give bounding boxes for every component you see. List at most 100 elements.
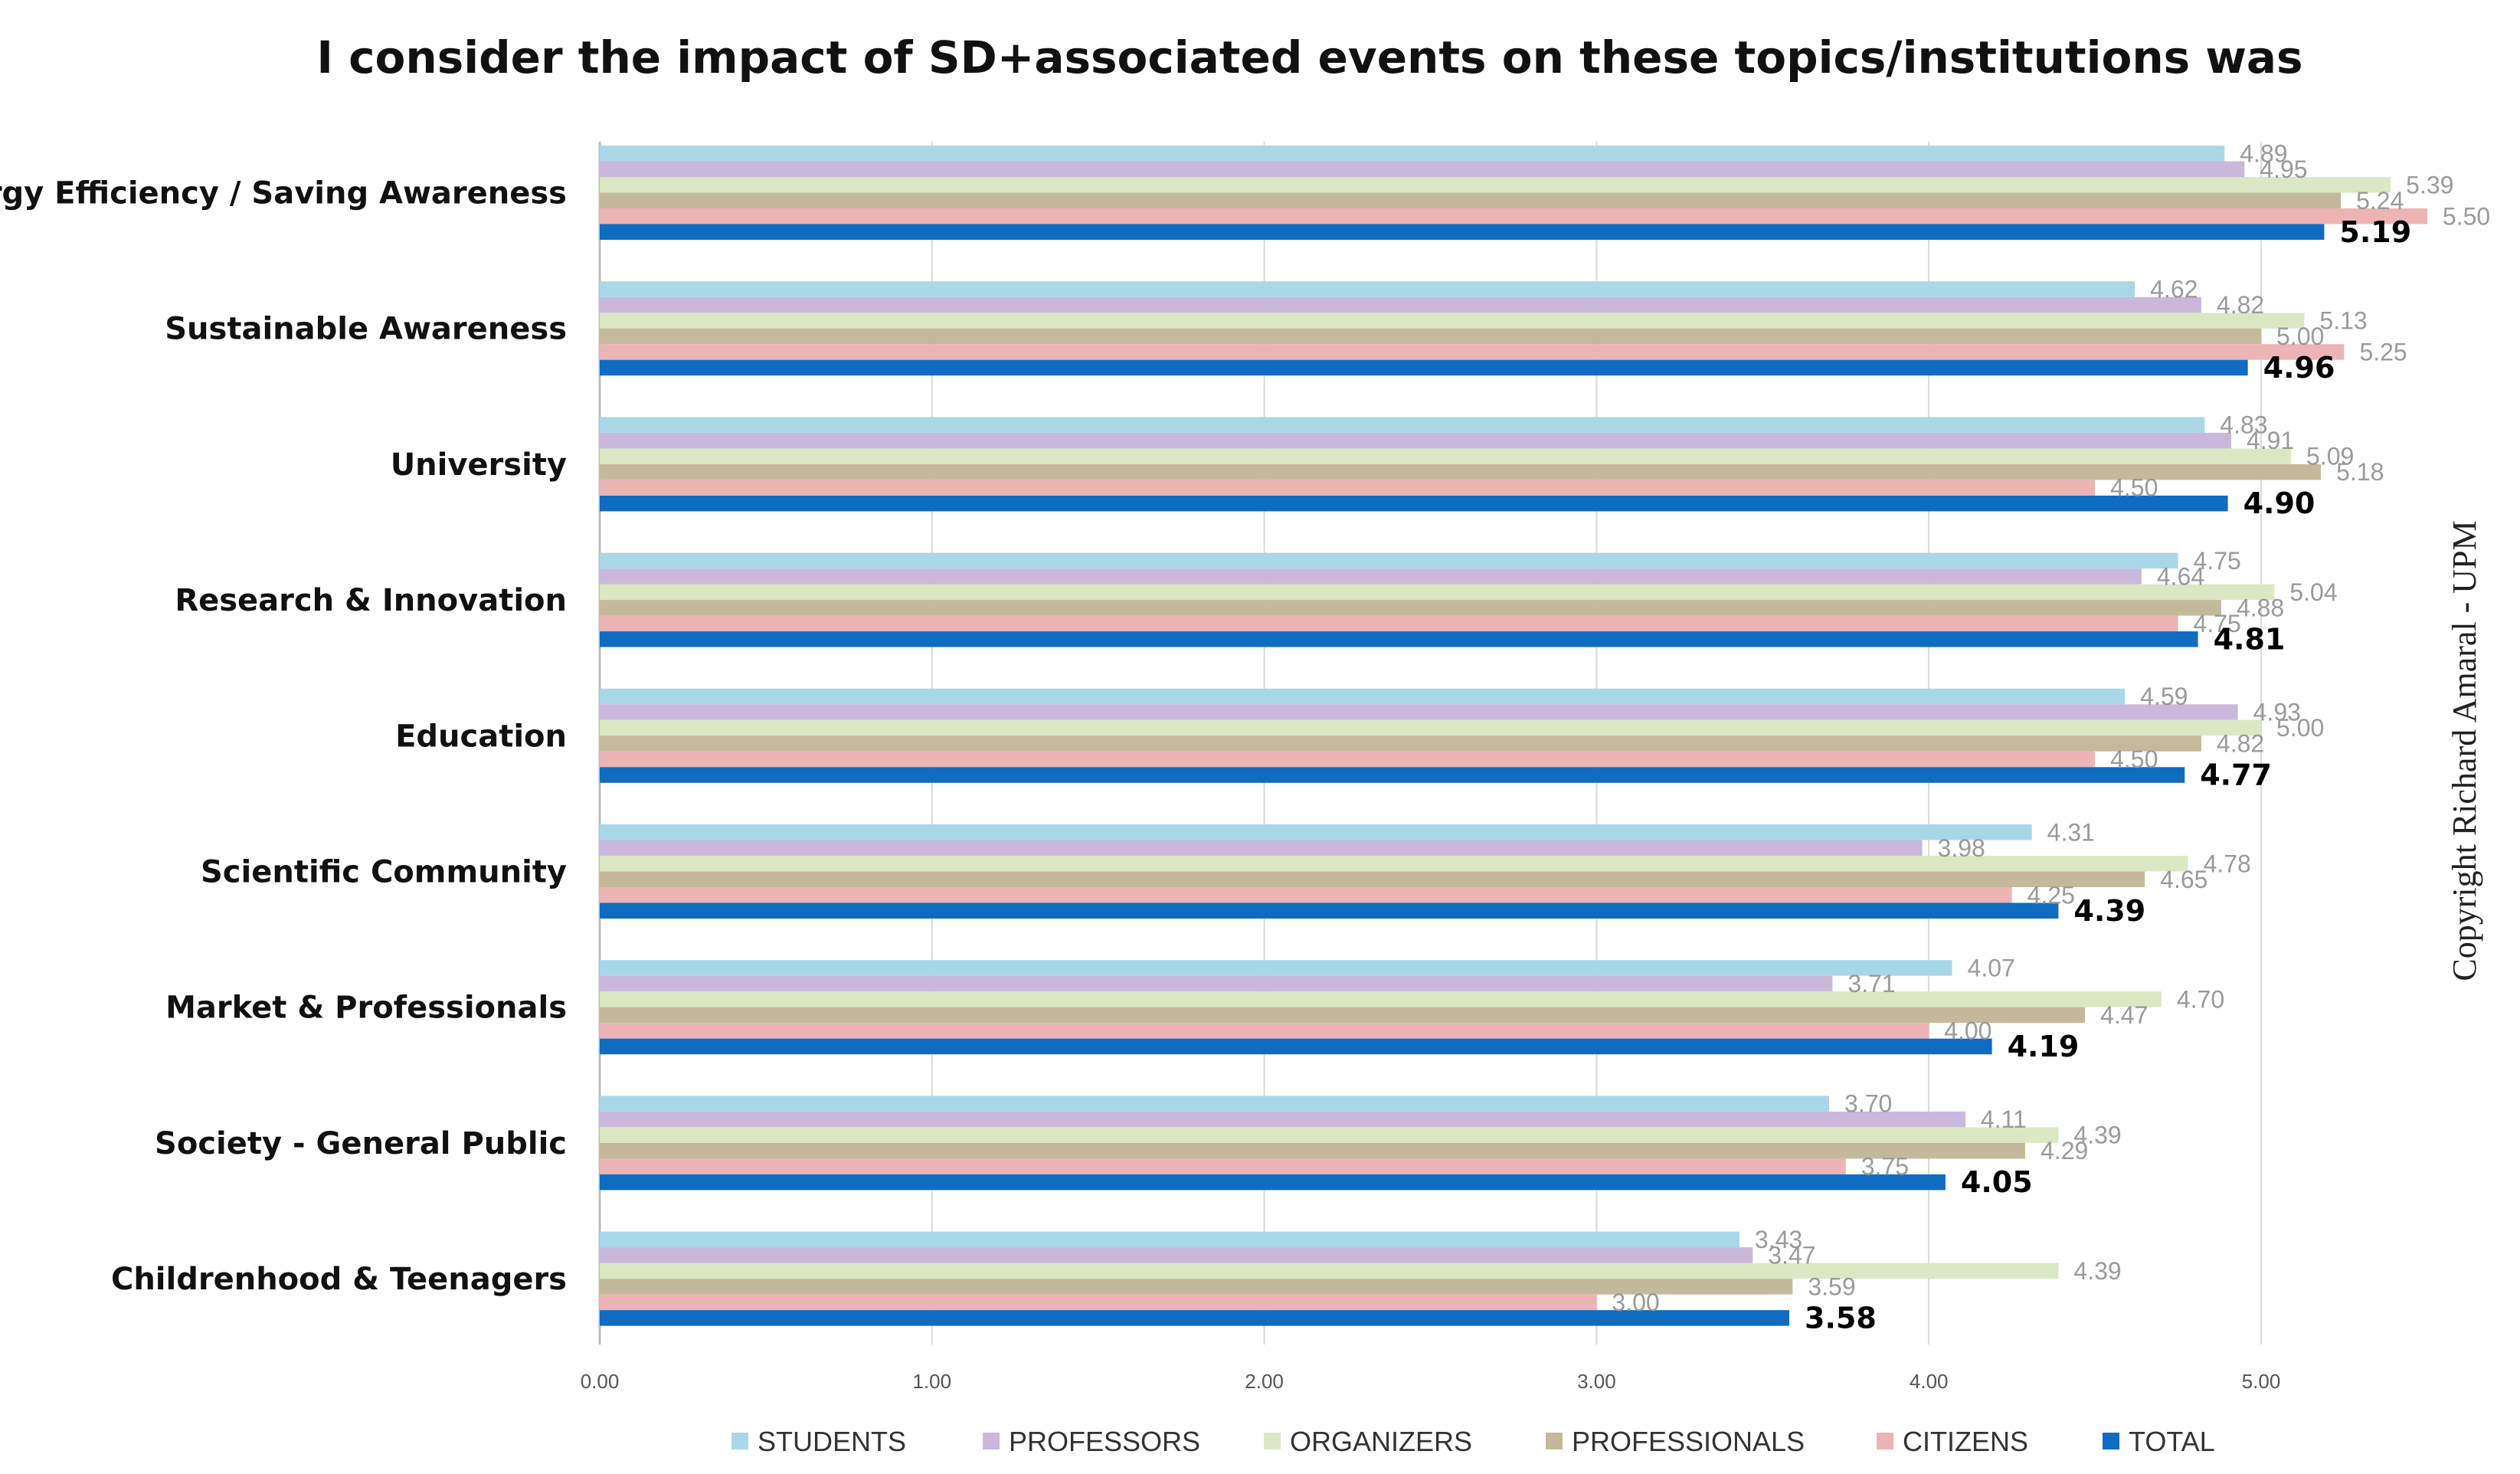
- bar-total-education: [600, 767, 2185, 783]
- data-label-students-market-professionals: 4.07: [1968, 954, 2015, 981]
- legend-swatch-citizens: [1877, 1433, 1893, 1449]
- data-label-total-childrenhood-teenagers: 3.58: [1805, 1301, 1877, 1335]
- data-label-total-scientific-community: 4.39: [2073, 894, 2145, 928]
- bar-professionals-scientific-community: [600, 871, 2145, 887]
- data-label-professors-education: 4.93: [2253, 699, 2301, 726]
- bars: [600, 146, 2427, 1326]
- data-label-total-university: 4.90: [2243, 486, 2315, 520]
- bar-professors-university: [600, 432, 2231, 449]
- bar-citizens-research-innovation: [600, 615, 2178, 632]
- bar-professionals-university: [600, 463, 2322, 480]
- data-label-organizers-energy-efficiency-saving-awareness: 5.39: [2406, 171, 2453, 198]
- legend-label-professionals: PROFESSIONALS: [1572, 1426, 1805, 1457]
- data-label-professors-childrenhood-teenagers: 3.47: [1768, 1241, 1815, 1269]
- bar-organizers-society-general-public: [600, 1127, 2059, 1143]
- data-label-professors-sustainable-awareness: 4.82: [2217, 291, 2264, 319]
- data-label-professionals-education: 4.82: [2217, 730, 2264, 758]
- bar-citizens-sustainable-awareness: [600, 344, 2345, 360]
- bar-students-scientific-community: [600, 824, 2032, 840]
- bar-total-energy-efficiency-saving-awareness: [600, 224, 2325, 240]
- bar-professors-society-general-public: [600, 1111, 1965, 1128]
- legend-label-professors: PROFESSORS: [1009, 1426, 1200, 1457]
- bar-citizens-education: [600, 751, 2096, 768]
- data-label-professors-society-general-public: 4.11: [1981, 1106, 2027, 1133]
- category-label-energy-efficiency-saving-awareness: Energy Efficiency / Saving Awareness: [0, 176, 567, 211]
- category-label-sustainable-awareness: Sustainable Awareness: [165, 312, 567, 347]
- bar-professors-childrenhood-teenagers: [600, 1247, 1753, 1263]
- bar-organizers-energy-efficiency-saving-awareness: [600, 177, 2391, 193]
- bar-total-sustainable-awareness: [600, 359, 2248, 376]
- legend-label-total: TOTAL: [2129, 1426, 2215, 1457]
- data-label-total-society-general-public: 4.05: [1961, 1165, 2033, 1199]
- bar-students-university: [600, 417, 2205, 433]
- bar-professionals-research-innovation: [600, 600, 2221, 616]
- data-label-students-energy-efficiency-saving-awareness: 4.89: [2240, 139, 2287, 167]
- x-tick-label-5-00: 5.00: [2242, 1370, 2281, 1393]
- bar-organizers-university: [600, 448, 2292, 464]
- bar-professors-market-professionals: [600, 975, 1833, 992]
- data-label-organizers-sustainable-awareness: 5.13: [2319, 306, 2367, 334]
- data-label-students-research-innovation: 4.75: [2194, 547, 2241, 575]
- data-label-citizens-sustainable-awareness: 5.25: [2359, 338, 2407, 365]
- data-label-citizens-education: 4.50: [2110, 745, 2158, 773]
- data-label-organizers-university: 5.09: [2306, 443, 2354, 470]
- x-tick-label-2-00: 2.00: [1245, 1370, 1284, 1393]
- data-label-total-market-professionals: 4.19: [2008, 1030, 2080, 1063]
- category-labels: Energy Efficiency / Saving Awareness Sust…: [0, 176, 567, 1298]
- bar-total-scientific-community: [600, 902, 2059, 919]
- data-label-citizens-university: 4.50: [2110, 474, 2158, 502]
- data-label-professors-scientific-community: 3.98: [1938, 834, 1985, 862]
- data-label-organizers-childrenhood-teenagers: 4.39: [2073, 1257, 2121, 1285]
- bar-professors-scientific-community: [600, 840, 1923, 856]
- bar-professors-sustainable-awareness: [600, 296, 2201, 313]
- bar-total-market-professionals: [600, 1038, 1992, 1055]
- data-label-total-sustainable-awareness: 4.96: [2263, 351, 2335, 385]
- data-label-organizers-scientific-community: 4.78: [2204, 850, 2251, 877]
- data-label-professionals-energy-efficiency-saving-awareness: 5.24: [2356, 187, 2404, 215]
- bar-organizers-education: [600, 719, 2261, 736]
- bar-organizers-market-professionals: [600, 991, 2162, 1007]
- data-label-professionals-society-general-public: 4.29: [2041, 1137, 2088, 1164]
- bar-professionals-sustainable-awareness: [600, 328, 2261, 345]
- bar-citizens-scientific-community: [600, 887, 2012, 903]
- data-label-professors-market-professionals: 3.71: [1847, 970, 1895, 997]
- copyright-text: Copyright Richard Amaral - UPM: [2446, 520, 2483, 981]
- data-label-total-research-innovation: 4.81: [2214, 622, 2286, 656]
- bar-professors-education: [600, 704, 2238, 720]
- category-label-market-professionals: Market & Professionals: [165, 991, 567, 1026]
- category-label-education: Education: [395, 719, 567, 754]
- legend-label-organizers: ORGANIZERS: [1290, 1426, 1472, 1457]
- data-label-citizens-childrenhood-teenagers: 3.00: [1612, 1289, 1659, 1316]
- data-label-professors-research-innovation: 4.64: [2157, 562, 2204, 590]
- category-label-scientific-community: Scientific Community: [201, 855, 567, 890]
- bar-professionals-education: [600, 735, 2201, 752]
- x-tick-label-3-00: 3.00: [1577, 1370, 1616, 1393]
- bar-organizers-sustainable-awareness: [600, 313, 2305, 329]
- data-label-organizers-market-professionals: 4.70: [2177, 985, 2224, 1013]
- legend: STUDENTS PROFESSORS ORGANIZERS PROFESSIONAL…: [731, 1426, 2215, 1457]
- bar-students-society-general-public: [600, 1096, 1830, 1112]
- chart-title: I consider the impact of SD+associated e…: [316, 31, 2302, 84]
- legend-swatch-total: [2103, 1433, 2119, 1449]
- bar-organizers-research-innovation: [600, 584, 2275, 601]
- category-label-university: University: [391, 447, 567, 483]
- data-label-organizers-society-general-public: 4.39: [2073, 1122, 2121, 1149]
- bar-total-childrenhood-teenagers: [600, 1310, 1790, 1326]
- bar-total-university: [600, 495, 2228, 512]
- bar-professors-energy-efficiency-saving-awareness: [600, 161, 2245, 177]
- x-tick-label-0-00: 0.00: [581, 1370, 620, 1393]
- data-label-professionals-market-professionals: 4.47: [2100, 1001, 2148, 1029]
- bar-total-research-innovation: [600, 631, 2198, 647]
- data-label-citizens-market-professionals: 4.00: [1944, 1017, 1991, 1044]
- bar-total-society-general-public: [600, 1174, 1946, 1191]
- data-label-total-energy-efficiency-saving-awareness: 5.19: [2339, 215, 2411, 249]
- legend-swatch-professors: [983, 1433, 1000, 1449]
- data-label-organizers-research-innovation: 5.04: [2289, 578, 2337, 606]
- data-label-professionals-sustainable-awareness: 5.00: [2276, 323, 2324, 350]
- legend-label-citizens: CITIZENS: [1903, 1426, 2028, 1457]
- data-labels: 4.894.955.395.245.505.194.624.825.135.00…: [1612, 139, 2490, 1335]
- data-label-professionals-research-innovation: 4.88: [2237, 594, 2284, 621]
- data-label-professionals-university: 5.18: [2336, 458, 2384, 486]
- bar-citizens-market-professionals: [600, 1023, 1929, 1039]
